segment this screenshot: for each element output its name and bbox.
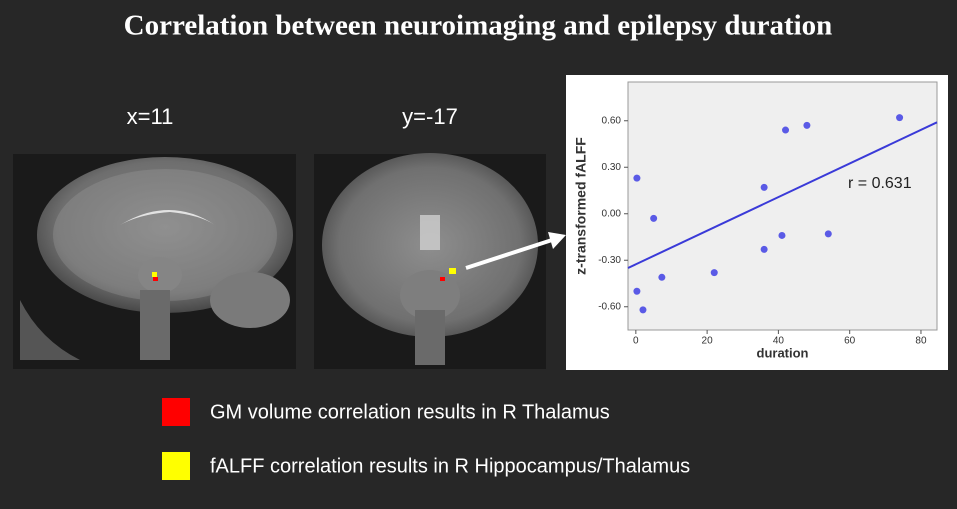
plot-area [627,81,938,331]
y-axis-label: z-transformed fALFF [573,137,589,275]
point [760,183,768,191]
point [782,126,790,134]
y-tick-label: 0.30 [602,162,622,173]
point [896,114,904,122]
arrow [465,232,566,270]
annotation: r = 0.631 [848,175,912,192]
point [824,230,832,238]
legend-swatch [162,398,190,426]
y-tick-label: -0.30 [598,255,621,266]
sagittal-image [13,154,296,369]
y-tick-label: -0.60 [598,301,621,312]
x-axis-label: duration [757,345,809,360]
panel-label: x=11 [127,104,174,129]
y-tick-label: 0.60 [602,115,622,126]
point [710,269,718,277]
coronal-image [314,153,546,369]
x-tick-label: 20 [702,336,714,347]
x-tick-label: 40 [773,336,785,347]
point [658,273,666,281]
point [639,306,647,314]
point [633,287,641,295]
point [778,231,786,239]
point [803,121,811,129]
panel-label: y=-17 [402,104,458,129]
title: Correlation between neuroimaging and epi… [124,10,833,42]
x-tick-label: 0 [633,336,639,347]
legend-swatch [162,452,190,480]
point [650,214,658,222]
y-tick-label: 0.00 [602,208,622,219]
point [633,174,641,182]
point [760,245,768,253]
x-tick-label: 60 [844,336,856,347]
legend-label: GM volume correlation results in R Thala… [210,401,610,423]
fit-line [627,121,938,269]
x-tick-label: 80 [915,336,927,347]
legend-label: fALFF correlation results in R Hippocamp… [210,455,690,477]
